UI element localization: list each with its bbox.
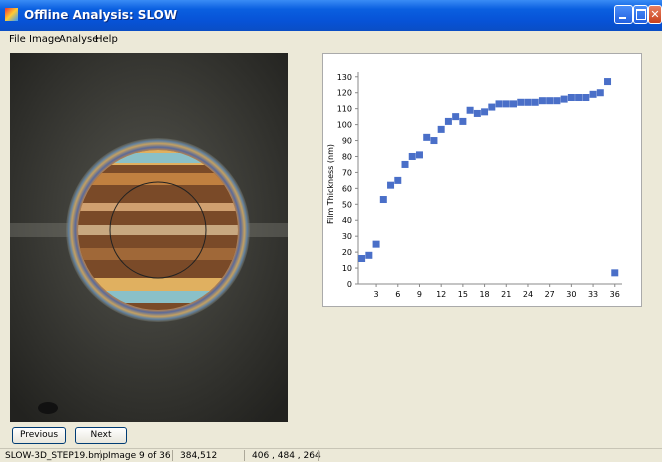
x-tick-label: 27 [545, 290, 555, 299]
data-point [474, 110, 481, 117]
data-point [568, 94, 575, 101]
y-tick-label: 70 [342, 168, 352, 177]
data-point [510, 100, 517, 107]
data-point [604, 78, 611, 85]
data-point [561, 96, 568, 103]
menu-item[interactable]: Help [95, 34, 118, 45]
data-point [524, 99, 531, 106]
y-tick-label: 120 [337, 89, 352, 98]
data-point [380, 196, 387, 203]
app-icon [5, 8, 18, 21]
data-point [488, 104, 495, 111]
x-tick-label: 33 [588, 290, 598, 299]
data-point [517, 99, 524, 106]
separator [244, 450, 245, 461]
data-point [546, 97, 553, 104]
data-point [611, 269, 618, 276]
minimize-button[interactable] [614, 5, 633, 24]
x-tick-label: 18 [479, 290, 489, 299]
menu-item[interactable]: Image [29, 34, 60, 45]
data-point [365, 252, 372, 259]
y-tick-label: 50 [342, 200, 352, 209]
data-point [582, 94, 589, 101]
data-point [438, 126, 445, 133]
x-tick-label: 24 [523, 290, 533, 299]
image-view [10, 53, 288, 422]
chart-panel: Film Thickness (nm) 0 10 20 30 40 50 60 70 80 90 1… [322, 53, 642, 307]
y-tick-label: 90 [342, 137, 352, 146]
data-point [416, 151, 423, 158]
status-text: 384,512 [180, 451, 217, 461]
y-tick-label: 10 [342, 264, 352, 273]
data-point [553, 97, 560, 104]
data-point [373, 241, 380, 248]
y-tick-label: 60 [342, 184, 352, 193]
status-text: 406 , 484 , 264 [252, 451, 321, 461]
separator [100, 450, 101, 461]
data-point [496, 100, 503, 107]
data-point [394, 177, 401, 184]
y-tick-label: 20 [342, 248, 352, 257]
data-point [409, 153, 416, 160]
next-button[interactable]: Next [75, 427, 127, 444]
close-button[interactable]: ✕ [648, 5, 662, 24]
y-tick-label: 130 [337, 73, 352, 82]
data-point [459, 118, 466, 125]
menu-item[interactable]: File [9, 34, 26, 45]
data-point [387, 182, 394, 189]
separator [172, 450, 173, 461]
y-tick-label: 100 [337, 121, 352, 130]
data-point [402, 161, 409, 168]
separator [318, 450, 319, 461]
data-point [430, 137, 437, 144]
y-tick-label: 110 [337, 105, 352, 114]
y-axis-label: Film Thickness (nm) [326, 144, 335, 224]
x-tick-label: 30 [566, 290, 576, 299]
status-text: SLOW-3D_STEP19.bmp [5, 451, 108, 461]
data-point [532, 99, 539, 106]
menu-bar: File Image Analyse Help [0, 31, 662, 47]
status-bar: SLOW-3D_STEP19.bmp Image 9 of 36 384,512… [0, 448, 662, 462]
data-point [467, 107, 474, 114]
data-point [452, 113, 459, 120]
x-tick-label: 36 [610, 290, 620, 299]
chart: Film Thickness (nm) 0 10 20 30 40 50 60 70 80 90 1… [323, 54, 641, 306]
title-bar: Offline Analysis: SLOW ✕ [0, 0, 662, 31]
x-tick-label: 9 [417, 290, 422, 299]
data-point [539, 97, 546, 104]
x-tick-label: 15 [458, 290, 468, 299]
data-point [575, 94, 582, 101]
x-tick-label: 21 [501, 290, 511, 299]
y-tick-label: 80 [342, 152, 352, 161]
maximize-button[interactable] [633, 5, 648, 24]
y-tick-label: 40 [342, 216, 352, 225]
menu-item[interactable]: Analyse [59, 34, 98, 45]
previous-button[interactable]: Previous [12, 427, 66, 444]
app-window: Offline Analysis: SLOW ✕ File Image Anal… [0, 0, 662, 461]
data-point [358, 255, 365, 262]
data-point [423, 134, 430, 141]
data-point [503, 100, 510, 107]
x-tick-label: 6 [395, 290, 400, 299]
data-point [597, 89, 604, 96]
data-point [481, 108, 488, 115]
y-tick-label: 30 [342, 232, 352, 241]
y-tick-label: 0 [347, 280, 352, 289]
x-tick-label: 3 [374, 290, 379, 299]
window-title: Offline Analysis: SLOW [24, 8, 177, 22]
x-tick-label: 12 [436, 290, 446, 299]
status-text: Image 9 of 36 [108, 451, 171, 461]
data-point [445, 118, 452, 125]
data-point [590, 91, 597, 98]
